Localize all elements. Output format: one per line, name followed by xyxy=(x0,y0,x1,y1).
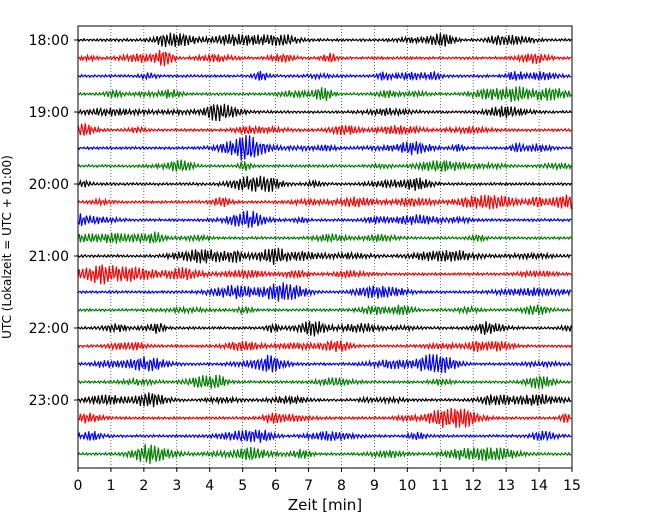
x-tick-label: 6 xyxy=(271,478,280,494)
x-tick-label: 12 xyxy=(464,478,482,494)
y-tick-label: 18:00 xyxy=(29,33,69,49)
trace-line xyxy=(77,103,572,122)
trace-line xyxy=(77,231,572,245)
trace-line xyxy=(77,407,572,429)
trace-line xyxy=(77,247,572,265)
x-tick-label: 15 xyxy=(563,478,581,494)
y-tick-label: 21:00 xyxy=(29,249,69,265)
trace-line xyxy=(77,320,572,337)
x-tick-label: 9 xyxy=(370,478,379,494)
x-tick-label: 4 xyxy=(205,478,214,494)
trace-line xyxy=(77,175,572,193)
x-tick-label: 1 xyxy=(106,478,115,494)
plot-frame xyxy=(77,25,573,469)
x-tick-label: 5 xyxy=(238,478,247,494)
y-tick-label: 23:00 xyxy=(29,393,69,409)
x-tick-label: 13 xyxy=(497,478,515,494)
x-axis: 0 1 2 3 4 5 6 7 8 9 10 11 12 13 14 15 xyxy=(74,468,581,494)
trace-line xyxy=(77,135,572,161)
x-tick-label: 8 xyxy=(337,478,346,494)
seismic-traces xyxy=(77,32,572,465)
trace-line xyxy=(77,210,572,228)
trace-line xyxy=(77,264,572,285)
trace-line xyxy=(77,32,572,47)
y-axis: 18:00 19:00 20:00 21:00 22:00 23:00 xyxy=(29,33,78,409)
x-tick-label: 0 xyxy=(74,478,83,494)
trace-line xyxy=(77,86,572,103)
y-tick-label: 22:00 xyxy=(29,321,69,337)
y-tick-label: 19:00 xyxy=(29,105,69,121)
trace-line xyxy=(77,70,572,82)
x-tick-label: 10 xyxy=(398,478,416,494)
y-tick-label: 20:00 xyxy=(29,177,69,193)
trace-line xyxy=(77,429,572,443)
trace-line xyxy=(77,340,572,353)
x-tick-label: 11 xyxy=(431,478,449,494)
x-tick-label: 7 xyxy=(304,478,313,494)
trace-line xyxy=(77,194,572,210)
trace-line xyxy=(77,304,572,316)
trace-line xyxy=(77,392,572,408)
trace-line xyxy=(77,374,572,389)
trace-line xyxy=(77,49,572,67)
x-tick-label: 14 xyxy=(530,478,548,494)
trace-line xyxy=(77,159,572,173)
trace-line xyxy=(77,354,572,374)
trace-line xyxy=(77,282,572,302)
trace-line xyxy=(77,123,572,136)
y-axis-label: UTC (Lokalzeit = UTC + 01:00) xyxy=(0,155,14,339)
x-axis-label: Zeit [min] xyxy=(288,496,362,514)
x-tick-label: 3 xyxy=(172,478,181,494)
x-tick-label: 2 xyxy=(139,478,148,494)
trace-line xyxy=(77,444,572,465)
